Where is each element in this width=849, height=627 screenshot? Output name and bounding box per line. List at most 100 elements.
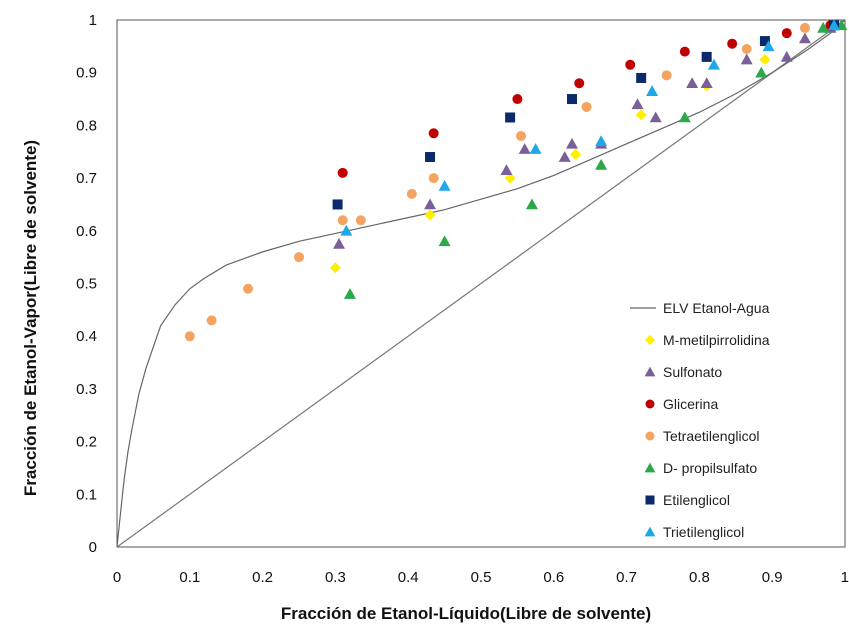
y-tick-label: 0.7 — [76, 170, 97, 187]
legend-swatch-etilenglicol — [645, 495, 655, 505]
y-tick-label: 0.3 — [76, 381, 97, 398]
y-tick-label: 1 — [89, 12, 97, 29]
etilenglicol-point — [759, 36, 770, 47]
legend-swatch-tetraetilenglicol — [645, 431, 655, 441]
trietilenglicol-point — [762, 40, 775, 52]
tetraetilenglicol-point — [355, 215, 366, 226]
m-metilpirrolidina-point — [329, 262, 341, 274]
d-propilsulfato-point — [817, 21, 830, 33]
etilenglicol-point — [636, 72, 647, 83]
tetraetilenglicol-point — [294, 252, 304, 263]
m-metilpirrolidina-point — [570, 148, 582, 160]
glicerina-point — [512, 94, 523, 105]
y-tick-label: 0.5 — [76, 276, 97, 293]
sulfonato-point — [649, 111, 662, 123]
m-metilpirrolidina-point — [504, 172, 516, 184]
y-tick-label: 0.6 — [76, 223, 97, 240]
x-tick-labels: 0 0.1 0.2 0.3 0.4 0.5 0.6 0.7 0.8 0.9 1 — [113, 569, 849, 586]
glicerina-point — [428, 128, 439, 139]
elv-curve-group — [116, 19, 846, 548]
glicerina-point — [337, 167, 348, 178]
legend-label: Trietilenglicol — [663, 524, 744, 540]
tetraetilenglicol-point — [428, 173, 439, 184]
y-tick-labels: 0 0.1 0.2 0.3 0.4 0.5 0.6 0.7 0.8 0.9 1 — [76, 12, 97, 556]
x-tick-label: 0.9 — [762, 569, 783, 586]
y-tick-label: 0.8 — [76, 117, 97, 134]
x-tick-label: 0.1 — [179, 569, 200, 586]
etilenglicol-point — [332, 199, 343, 210]
sulfonato-point — [740, 53, 753, 65]
m-metilpirrolidina-point — [635, 109, 647, 121]
diagonal-reference-line — [116, 19, 846, 548]
y-tick-label: 0 — [89, 539, 97, 556]
glicerina-point — [625, 59, 636, 70]
sulfonato-point — [780, 50, 793, 62]
d-propilsulfato-point — [755, 66, 768, 78]
x-axis-title: Fracción de Etanol-Líquido(Libre de solv… — [281, 604, 651, 623]
legend-swatch-trietilenglicol — [644, 526, 656, 537]
legend: ELV Etanol-Agua M-metilpirrolidina Sulfona… — [630, 300, 770, 540]
legend-swatch-d-propilsulfato — [644, 462, 656, 473]
trietilenglicol-point — [529, 143, 542, 154]
x-tick-label: 1 — [841, 569, 849, 586]
d-propilsulfato-point — [678, 111, 691, 123]
y-tick-label: 0.1 — [76, 486, 97, 503]
tetraetilenglicol-point — [184, 331, 195, 342]
tetraetilenglicol-point — [406, 188, 417, 199]
data-points — [184, 19, 848, 342]
legend-label: Etilenglicol — [663, 492, 730, 508]
m-metilpirrolidina-point — [759, 54, 771, 66]
sulfonato-point — [558, 151, 571, 162]
sulfonato-point — [686, 77, 699, 89]
sulfonato-point — [500, 164, 513, 175]
etilenglicol-point — [425, 152, 436, 163]
glicerina-point — [574, 78, 585, 89]
legend-swatch-m-metilpirrolidina — [645, 335, 655, 345]
elv-curve-line — [116, 19, 846, 548]
sulfonato-point — [700, 77, 713, 89]
d-propilsulfato-point — [525, 198, 538, 210]
trietilenglicol-point — [828, 19, 841, 31]
x-tick-label: 0.2 — [252, 569, 273, 586]
d-propilsulfato-point — [438, 235, 451, 247]
trietilenglicol-point — [438, 180, 451, 191]
tetraetilenglicol-point — [206, 315, 217, 326]
trietilenglicol-point — [595, 135, 608, 147]
x-tick-label: 0.4 — [398, 569, 419, 586]
x-tick-label: 0.3 — [325, 569, 346, 586]
trietilenglicol-point — [340, 224, 353, 236]
plot-frame — [116, 19, 846, 548]
sulfonato-point — [424, 198, 437, 210]
etilenglicol-point — [567, 94, 577, 105]
etilenglicol-point — [505, 112, 516, 123]
tetraetilenglicol-point — [516, 130, 527, 141]
sulfonato-point — [518, 143, 531, 154]
legend-label: D- propilsulfato — [663, 460, 757, 476]
trietilenglicol-point — [646, 85, 659, 96]
sulfonato-point — [798, 32, 811, 44]
legend-swatch-glicerina — [645, 399, 655, 409]
tetraetilenglicol-point — [243, 283, 254, 294]
tetraetilenglicol-point — [581, 101, 592, 112]
y-tick-label: 0.9 — [76, 65, 97, 82]
sulfonato-point — [333, 237, 346, 249]
sulfonato-point — [566, 137, 578, 149]
glicerina-point — [679, 46, 690, 57]
sulfonato-point — [631, 98, 644, 110]
trietilenglicol-point — [707, 58, 720, 70]
legend-swatch-sulfonato — [644, 366, 656, 377]
x-tick-label: 0.6 — [543, 569, 564, 586]
legend-label: ELV Etanol-Agua — [663, 300, 770, 316]
tetraetilenglicol-point — [799, 22, 810, 33]
tetraetilenglicol-point — [741, 43, 752, 54]
m-metilpirrolidina-point — [424, 209, 436, 221]
glicerina-point — [727, 38, 738, 49]
d-propilsulfato-point — [595, 158, 608, 170]
etilenglicol-point — [701, 51, 712, 62]
d-propilsulfato-point — [343, 288, 356, 299]
tetraetilenglicol-point — [661, 70, 672, 81]
y-axis-title: Fracción de Etanol-Vapor(Libre de solven… — [21, 140, 40, 496]
tetraetilenglicol-point — [337, 215, 348, 226]
legend-label: Glicerina — [663, 396, 718, 412]
